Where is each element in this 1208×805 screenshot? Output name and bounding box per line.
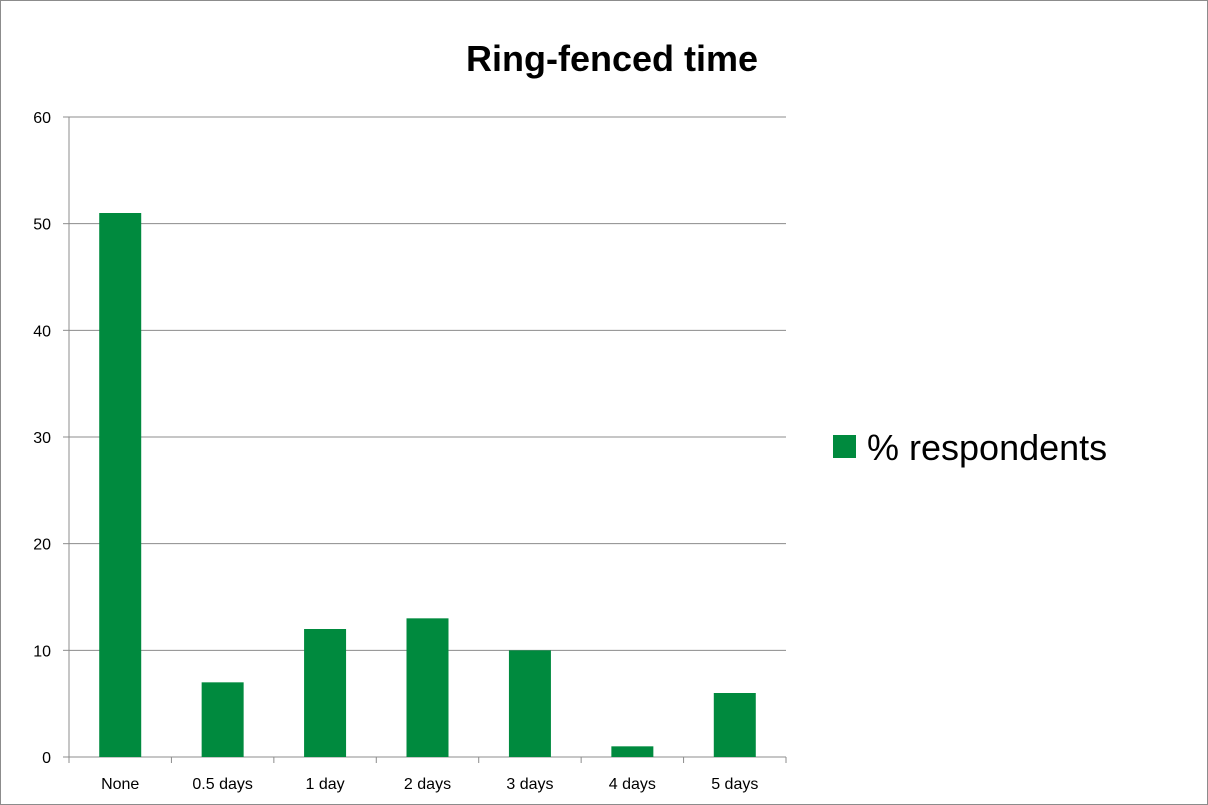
- bar: [201, 682, 244, 757]
- bars: [99, 213, 756, 757]
- x-tick-label: 3 days: [506, 776, 553, 793]
- gridlines: [69, 116, 786, 651]
- x-tick-label: 1 day: [306, 776, 345, 793]
- bar: [304, 629, 347, 757]
- y-tick-label: 0: [42, 750, 51, 767]
- x-tick-label: 4 days: [609, 776, 656, 793]
- x-tick-label: 5 days: [711, 776, 758, 793]
- bar: [713, 693, 756, 757]
- y-tick-label: 60: [33, 110, 51, 127]
- legend-label: % respondents: [867, 427, 1107, 468]
- y-tick-label: 10: [33, 643, 51, 660]
- bar: [406, 618, 449, 757]
- bar: [99, 213, 142, 757]
- x-tick-label: 2 days: [404, 776, 451, 793]
- y-tick-label: 50: [33, 217, 51, 234]
- tick-labels: 0 10 20 30 40 50 60 None 0.5 days 1 day 2 days 3 da…: [33, 110, 758, 793]
- legend-swatch: [833, 435, 856, 458]
- y-tick-label: 20: [33, 537, 51, 554]
- legend: % respondents: [833, 427, 1107, 468]
- x-tick-label: 0.5 days: [192, 776, 252, 793]
- bar: [611, 746, 654, 757]
- bar: [508, 650, 551, 757]
- y-tick-label: 30: [33, 430, 51, 447]
- x-tick-label: None: [101, 776, 139, 793]
- y-tick-label: 40: [33, 323, 51, 340]
- chart-title: Ring-fenced time: [466, 38, 758, 79]
